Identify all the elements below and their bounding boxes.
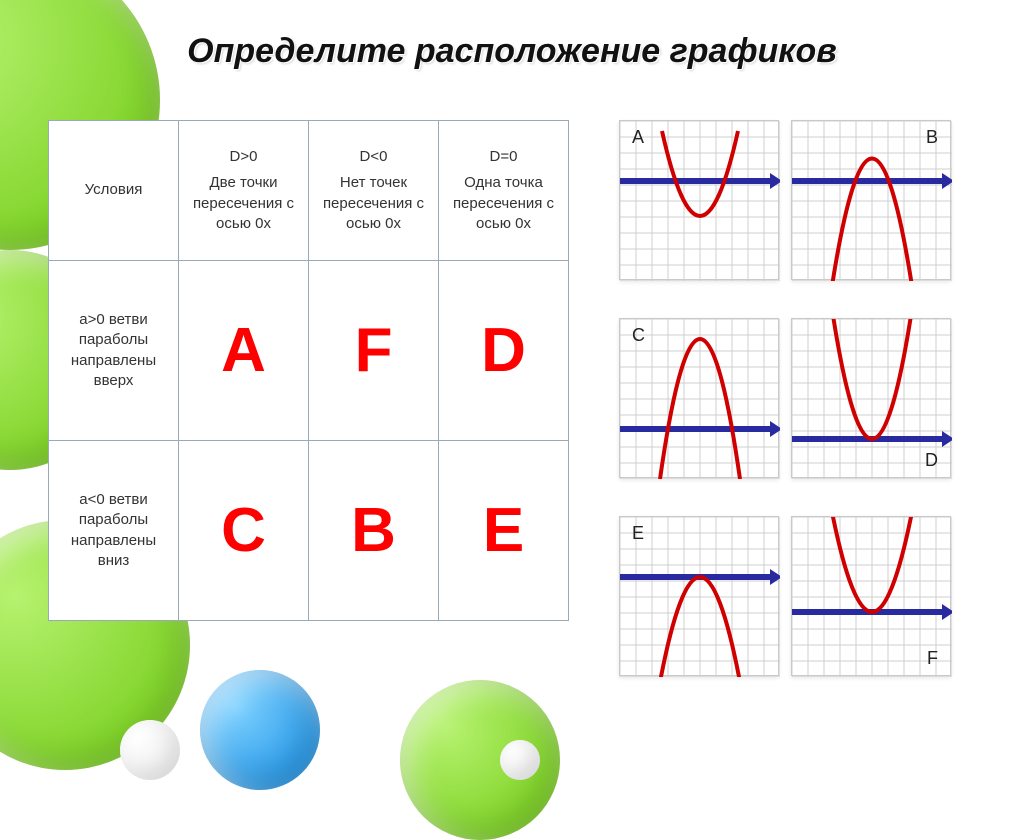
page-title: Определите расположение графиков (0, 32, 1024, 71)
graph-f: F (791, 516, 951, 676)
table-row: a>0 ветви параболы направлены вверх A F … (49, 261, 569, 441)
cell-1-0: C (179, 441, 309, 621)
cell-0-0: A (179, 261, 309, 441)
row-header-0: a>0 ветви параболы направлены вверх (49, 261, 179, 441)
graph-d: D (791, 318, 951, 478)
classification-table: Условия D>0 Две точки пересечения с осью… (48, 120, 569, 621)
cell-0-2: D (439, 261, 569, 441)
table-row: a<0 ветви параболы направлены вниз C B E (49, 441, 569, 621)
content-row: Условия D>0 Две точки пересечения с осью… (48, 120, 951, 696)
graph-a: A (619, 120, 779, 280)
bubble (500, 740, 540, 780)
row-header-1: a<0 ветви параболы направлены вниз (49, 441, 179, 621)
cell-1-1: B (309, 441, 439, 621)
cell-1-2: E (439, 441, 569, 621)
graph-c: C (619, 318, 779, 478)
graph-label: D (925, 450, 938, 471)
col-header-2: D=0 Одна точка пересечения с осью 0x (439, 121, 569, 261)
graph-e: E (619, 516, 779, 676)
graph-label: C (632, 325, 645, 346)
bubble (120, 720, 180, 780)
graph-b: B (791, 120, 951, 280)
cell-0-1: F (309, 261, 439, 441)
graph-label: A (632, 127, 644, 148)
graph-label: F (927, 648, 938, 669)
table-corner: Условия (49, 121, 179, 261)
graph-grid: A B C D E F (619, 120, 951, 696)
col-header-0: D>0 Две точки пересечения с осью 0x (179, 121, 309, 261)
graph-label: E (632, 523, 644, 544)
graph-label: B (926, 127, 938, 148)
col-header-1: D<0 Нет точек пересечения с осью 0x (309, 121, 439, 261)
